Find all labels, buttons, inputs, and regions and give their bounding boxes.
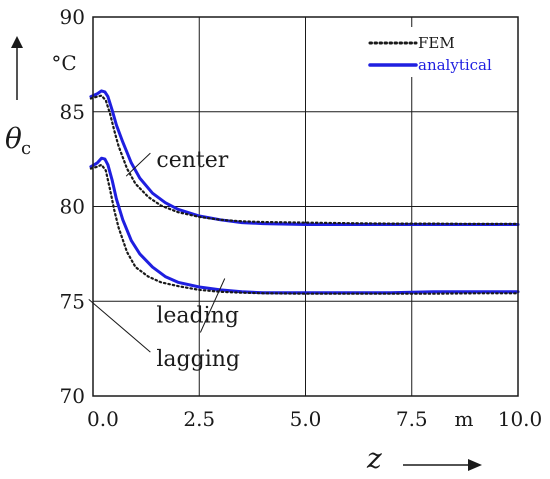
y-tick-label: 70 bbox=[60, 384, 85, 408]
series-line-center-dotted bbox=[89, 94, 520, 225]
y-axis-label: θ bbox=[5, 122, 22, 155]
x-tick-label: 7.5 bbox=[396, 407, 428, 431]
legend-label-analytical: analytical bbox=[418, 56, 492, 74]
annotation-center: center bbox=[156, 148, 228, 173]
legend-box bbox=[358, 27, 508, 77]
annotation-lagging: lagging bbox=[156, 347, 240, 372]
y-axis-label-subscript: c bbox=[21, 138, 31, 159]
y-tick-label: 85 bbox=[60, 100, 85, 124]
annotation-leader-center bbox=[125, 152, 151, 177]
x-axis-unit: m bbox=[455, 407, 474, 431]
x-axis-label: z bbox=[366, 442, 382, 475]
legend-label-FEM: FEM bbox=[418, 34, 455, 52]
annotations: center leading lagging bbox=[88, 148, 240, 372]
x-axis-arrowhead bbox=[468, 459, 482, 471]
series-line-center-solid bbox=[89, 89, 520, 226]
annotation-leader-leading bbox=[199, 278, 226, 333]
x-tick-label: 10.0 bbox=[498, 407, 543, 431]
series-line-leading_lagging-dotted bbox=[89, 163, 520, 295]
axis-labels: °C θ c m z bbox=[5, 36, 482, 475]
y-axis-arrowhead bbox=[11, 36, 23, 48]
annotation-leading: leading bbox=[156, 304, 239, 329]
series-layer bbox=[89, 89, 520, 295]
y-tick-label: 75 bbox=[60, 289, 85, 313]
y-tick-label: 80 bbox=[60, 195, 85, 219]
annotation-leader-lagging bbox=[88, 298, 151, 353]
y-tick-label: 90 bbox=[60, 5, 85, 29]
x-tick-label: 2.5 bbox=[183, 407, 215, 431]
plot-frame bbox=[92, 16, 519, 397]
x-tick-label: 5.0 bbox=[290, 407, 322, 431]
tick-labels: 70 75 80 85 90 0.0 2.5 5.0 7.5 10.0 bbox=[60, 5, 543, 431]
legend: FEM analytical bbox=[358, 27, 508, 77]
x-tick-label: 0.0 bbox=[87, 407, 119, 431]
y-axis-unit: °C bbox=[51, 51, 76, 75]
